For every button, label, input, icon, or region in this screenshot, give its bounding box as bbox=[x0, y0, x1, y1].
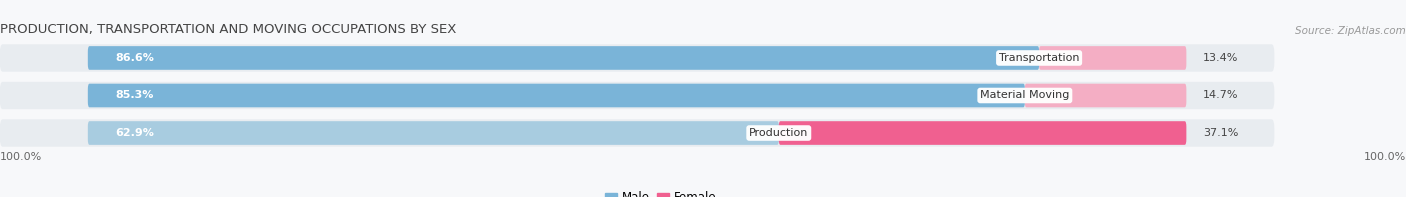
FancyBboxPatch shape bbox=[1039, 46, 1187, 70]
Text: Source: ZipAtlas.com: Source: ZipAtlas.com bbox=[1295, 26, 1406, 36]
Text: 13.4%: 13.4% bbox=[1202, 53, 1239, 63]
FancyBboxPatch shape bbox=[0, 119, 1274, 147]
Text: Material Moving: Material Moving bbox=[980, 90, 1070, 100]
FancyBboxPatch shape bbox=[779, 121, 1187, 145]
Text: PRODUCTION, TRANSPORTATION AND MOVING OCCUPATIONS BY SEX: PRODUCTION, TRANSPORTATION AND MOVING OC… bbox=[0, 23, 457, 36]
Legend: Male, Female: Male, Female bbox=[600, 187, 721, 197]
FancyBboxPatch shape bbox=[87, 46, 1039, 70]
Text: 37.1%: 37.1% bbox=[1202, 128, 1239, 138]
FancyBboxPatch shape bbox=[87, 121, 779, 145]
Text: 100.0%: 100.0% bbox=[1364, 152, 1406, 162]
FancyBboxPatch shape bbox=[0, 44, 1274, 72]
FancyBboxPatch shape bbox=[87, 84, 1025, 107]
FancyBboxPatch shape bbox=[1025, 84, 1187, 107]
Text: Production: Production bbox=[749, 128, 808, 138]
Text: 100.0%: 100.0% bbox=[0, 152, 42, 162]
Text: Transportation: Transportation bbox=[998, 53, 1080, 63]
FancyBboxPatch shape bbox=[0, 82, 1274, 109]
Text: 85.3%: 85.3% bbox=[115, 90, 153, 100]
Text: 62.9%: 62.9% bbox=[115, 128, 155, 138]
Text: 86.6%: 86.6% bbox=[115, 53, 155, 63]
Text: 14.7%: 14.7% bbox=[1202, 90, 1239, 100]
